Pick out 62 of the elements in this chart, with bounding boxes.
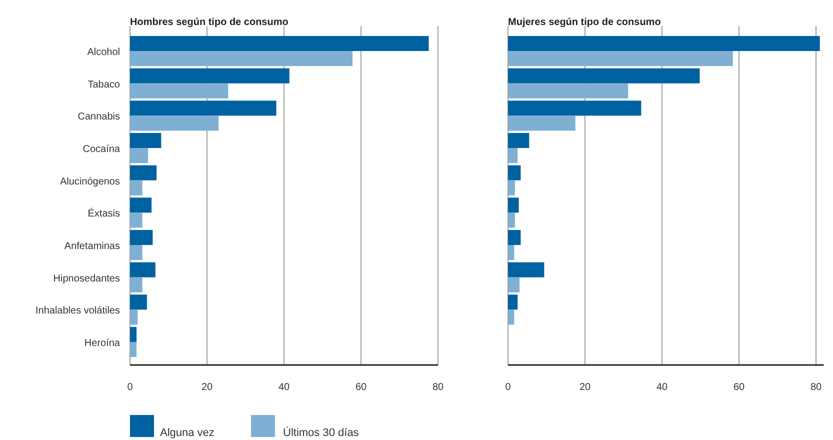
bar bbox=[130, 132, 162, 148]
bar bbox=[130, 326, 137, 342]
bar bbox=[508, 244, 514, 260]
y-tick-label: Tabaco bbox=[88, 79, 120, 90]
bar bbox=[130, 230, 153, 245]
bar bbox=[508, 148, 518, 164]
y-tick-label: Alcohol bbox=[87, 47, 120, 58]
y-tick-label: Alucinógenos bbox=[60, 176, 120, 188]
bar bbox=[130, 116, 219, 131]
bar bbox=[130, 165, 157, 180]
x-tick-label: 40 bbox=[278, 382, 290, 393]
bar bbox=[508, 165, 521, 180]
bar bbox=[130, 310, 138, 325]
bar bbox=[508, 132, 530, 148]
bar bbox=[130, 294, 147, 310]
x-tick-label: 40 bbox=[656, 382, 668, 393]
legend-label: Últimos 30 días bbox=[283, 426, 360, 439]
y-tick-label: Anfetaminas bbox=[64, 240, 120, 252]
bar bbox=[130, 198, 152, 213]
bar bbox=[508, 36, 820, 52]
bar bbox=[130, 262, 156, 278]
x-tick-label: 0 bbox=[505, 382, 512, 393]
bar bbox=[508, 310, 514, 325]
bar bbox=[130, 277, 142, 292]
bar bbox=[508, 51, 733, 66]
y-tick-label: Cannabis bbox=[78, 112, 120, 123]
x-tick-label: 60 bbox=[355, 382, 367, 393]
bar bbox=[130, 83, 228, 98]
y-tick-label: Éxtasis bbox=[88, 208, 120, 220]
bar bbox=[508, 262, 544, 278]
bar bbox=[508, 294, 518, 310]
bar bbox=[508, 212, 515, 228]
bar bbox=[130, 36, 429, 52]
bar bbox=[130, 342, 137, 357]
x-tick-label: 20 bbox=[579, 382, 591, 393]
chart-title: Hombres según tipo de consumo bbox=[130, 17, 288, 28]
y-tick-label: Heroína bbox=[84, 338, 120, 349]
bar bbox=[508, 230, 521, 245]
bar bbox=[130, 212, 142, 228]
bar bbox=[130, 68, 290, 84]
x-tick-label: 80 bbox=[432, 382, 444, 393]
x-tick-label: 60 bbox=[733, 382, 745, 393]
y-tick-label: Hipnosedantes bbox=[53, 273, 120, 284]
chart-title: Mujeres según tipo de consumo bbox=[508, 17, 661, 28]
bar bbox=[508, 198, 519, 213]
bar bbox=[130, 100, 276, 116]
bar bbox=[130, 244, 142, 260]
bar bbox=[508, 68, 700, 84]
bar bbox=[508, 83, 628, 98]
y-tick-label: Cocaína bbox=[82, 144, 120, 156]
bar bbox=[130, 51, 353, 66]
bar bbox=[130, 148, 148, 164]
bar bbox=[130, 180, 142, 196]
x-tick-label: 20 bbox=[201, 382, 213, 393]
x-tick-label: 0 bbox=[127, 382, 134, 393]
bar bbox=[508, 116, 576, 131]
bar bbox=[508, 180, 515, 196]
bar bbox=[508, 100, 642, 116]
y-tick-label: Inhalables volátiles bbox=[36, 306, 120, 317]
legend-label: Alguna vez bbox=[160, 427, 214, 439]
bar bbox=[508, 277, 520, 292]
x-tick-label: 80 bbox=[810, 382, 822, 393]
